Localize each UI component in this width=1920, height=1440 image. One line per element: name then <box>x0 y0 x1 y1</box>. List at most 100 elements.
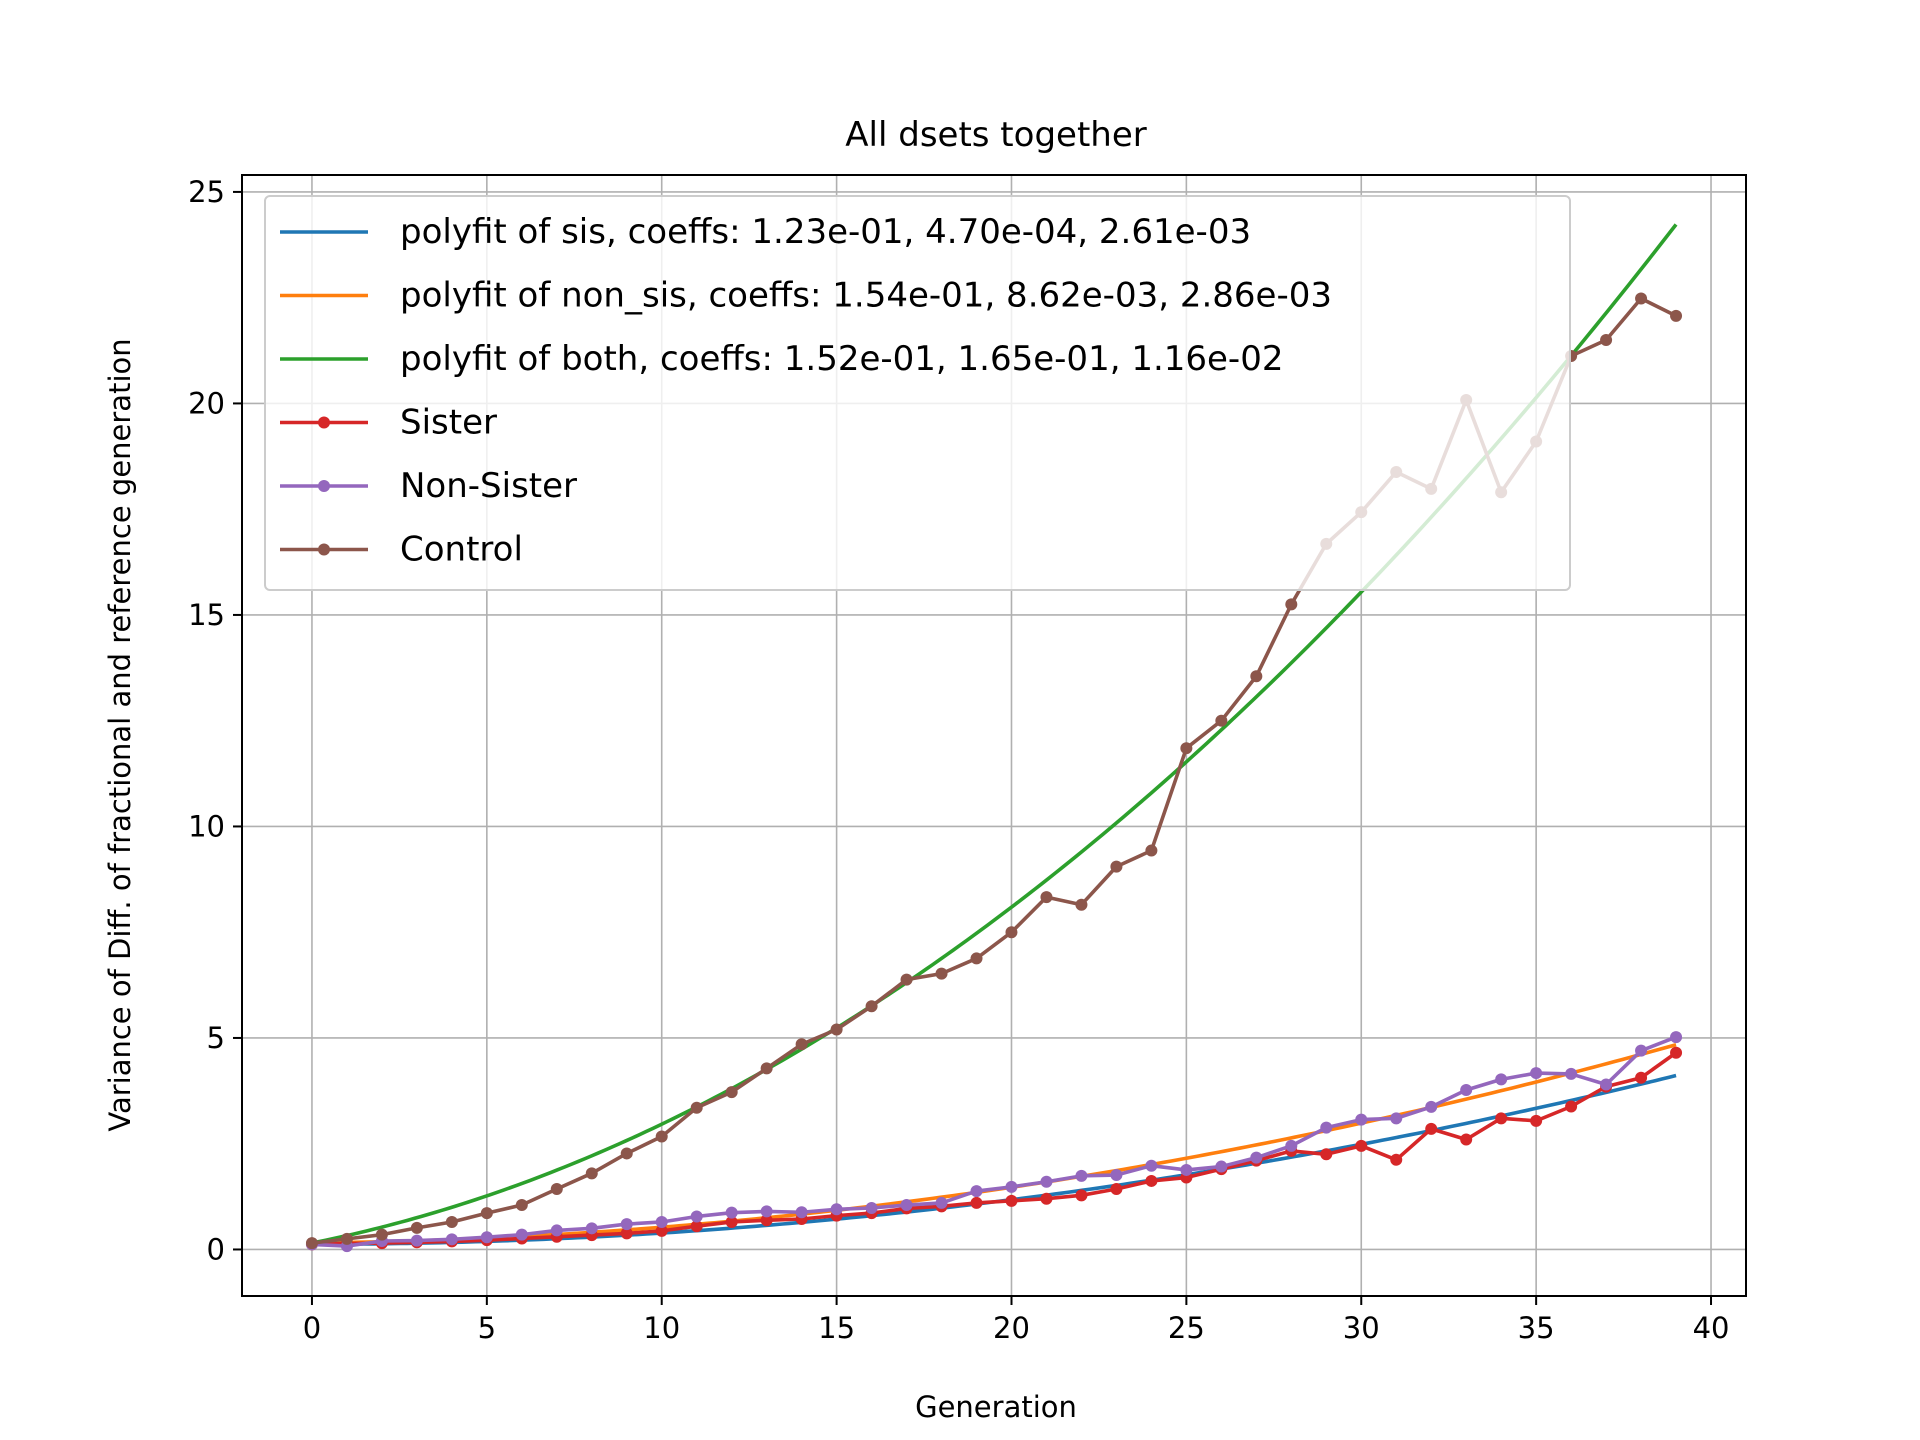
data-point <box>620 1147 633 1160</box>
data-point <box>655 1215 668 1228</box>
data-point <box>445 1233 458 1246</box>
data-point <box>900 1199 913 1212</box>
data-point <box>1110 1182 1123 1195</box>
data-point <box>690 1101 703 1114</box>
data-point <box>1250 1151 1263 1164</box>
data-point <box>1565 1100 1578 1113</box>
data-point <box>1215 1160 1228 1173</box>
data-point <box>1285 1139 1298 1152</box>
data-point <box>550 1182 563 1195</box>
legend-entry: polyfit of both, coeffs: 1.52e-01, 1.65e… <box>280 339 1283 379</box>
data-point <box>760 1062 773 1075</box>
legend-marker <box>318 480 330 492</box>
data-point <box>340 1232 353 1245</box>
data-point <box>970 1185 983 1198</box>
data-point <box>725 1206 738 1219</box>
data-point <box>690 1220 703 1233</box>
data-point <box>410 1234 423 1247</box>
data-point <box>620 1218 633 1231</box>
data-point <box>1600 333 1613 346</box>
data-point <box>305 1237 318 1250</box>
data-point <box>900 973 913 986</box>
legend-entry: polyfit of non_sis, coeffs: 1.54e-01, 8.… <box>280 276 1332 316</box>
data-point <box>1635 292 1648 305</box>
data-point <box>1250 670 1263 683</box>
legend-entry: Non-Sister <box>280 466 577 506</box>
data-point <box>585 1167 598 1180</box>
data-point <box>1355 1113 1368 1126</box>
data-point <box>1355 1139 1368 1152</box>
data-point <box>585 1222 598 1235</box>
data-point <box>515 1199 528 1212</box>
data-point <box>1495 1112 1508 1125</box>
data-point <box>1145 1174 1158 1187</box>
data-point <box>1005 926 1018 939</box>
data-point <box>445 1215 458 1228</box>
data-point <box>1145 844 1158 857</box>
y-tick-label: 25 <box>188 175 225 209</box>
legend-marker <box>318 416 330 429</box>
data-point <box>1075 1189 1088 1202</box>
data-point <box>1425 1100 1438 1113</box>
x-tick-label: 15 <box>818 1311 855 1345</box>
series-non-sister <box>305 1031 1683 1253</box>
data-point <box>1005 1194 1018 1207</box>
data-point <box>725 1215 738 1228</box>
data-point <box>1180 742 1193 755</box>
data-point <box>1460 1133 1473 1146</box>
data-point <box>1075 1169 1088 1182</box>
legend-entry: Control <box>280 530 523 570</box>
data-point <box>1530 1114 1543 1127</box>
data-point <box>1670 309 1683 322</box>
data-point <box>1390 1112 1403 1125</box>
data-point <box>375 1228 388 1241</box>
y-tick-label: 20 <box>188 386 225 420</box>
legend-marker <box>318 543 330 556</box>
legend-label: polyfit of non_sis, coeffs: 1.54e-01, 8.… <box>400 276 1332 316</box>
data-point <box>1180 1163 1193 1176</box>
data-point <box>1670 1031 1683 1044</box>
data-point <box>970 1196 983 1209</box>
chart-title: All dsets together <box>845 115 1146 155</box>
y-tick-label: 0 <box>207 1232 225 1266</box>
data-point <box>1075 898 1088 911</box>
data-point <box>830 1023 843 1036</box>
legend-entry: polyfit of sis, coeffs: 1.23e-01, 4.70e-… <box>280 212 1251 252</box>
legend-label: Sister <box>400 403 497 443</box>
data-point <box>655 1130 668 1143</box>
x-axis-label: Generation <box>915 1390 1077 1424</box>
data-point <box>935 1196 948 1209</box>
data-point <box>620 1227 633 1240</box>
series-line <box>311 1035 1677 1248</box>
data-point <box>480 1207 493 1220</box>
y-tick-label: 5 <box>207 1021 225 1055</box>
data-point <box>1460 1083 1473 1096</box>
x-tick-label: 0 <box>303 1311 321 1345</box>
data-point <box>1565 1067 1578 1080</box>
data-point <box>935 967 948 980</box>
data-point <box>550 1224 563 1237</box>
x-tick-label: 20 <box>993 1311 1030 1345</box>
legend-entry: Sister <box>280 403 497 443</box>
x-tick-label: 30 <box>1343 1311 1380 1345</box>
data-point <box>1110 860 1123 873</box>
tick-labels: 0 5 10 15 20 25 30 35 40 0 5 10 15 20 25 <box>188 175 1729 1345</box>
x-tick-label: 5 <box>478 1311 496 1345</box>
axes <box>241 174 1747 1297</box>
legend-label: Control <box>400 530 523 570</box>
data-point <box>1110 1169 1123 1182</box>
data-series <box>305 292 1683 1253</box>
data-point <box>1040 1175 1053 1188</box>
data-point <box>865 1000 878 1013</box>
x-tick-label: 10 <box>643 1311 680 1345</box>
data-point <box>515 1228 528 1241</box>
data-point <box>795 1206 808 1219</box>
data-point <box>1145 1159 1158 1172</box>
data-point <box>1040 1192 1053 1205</box>
data-point <box>1425 1122 1438 1135</box>
legend-label: polyfit of both, coeffs: 1.52e-01, 1.65e… <box>400 339 1283 379</box>
data-point <box>1635 1044 1648 1057</box>
data-point <box>1320 1148 1333 1161</box>
data-point <box>830 1203 843 1216</box>
data-point <box>1390 1153 1403 1166</box>
